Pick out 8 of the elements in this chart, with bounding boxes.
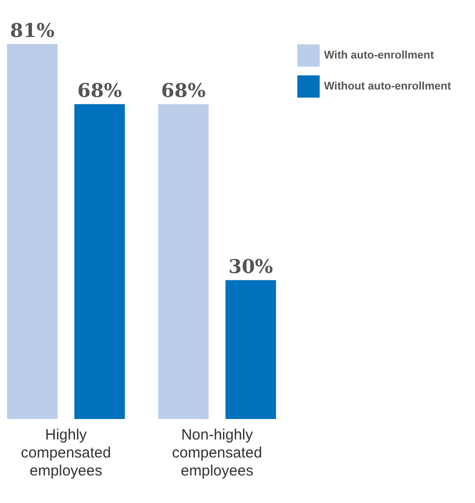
x-tick-label: Highly compensated employees (20, 426, 111, 480)
data-label: 81% (10, 20, 55, 42)
data-label: 68% (161, 80, 206, 102)
data-label: 68% (77, 80, 122, 102)
legend-label: Without auto-enrollment (324, 80, 452, 92)
data-label: 30% (228, 256, 273, 278)
x-tick-label: Non-highly compensated employees (172, 426, 262, 480)
legend-label: With auto-enrollment (324, 50, 434, 62)
